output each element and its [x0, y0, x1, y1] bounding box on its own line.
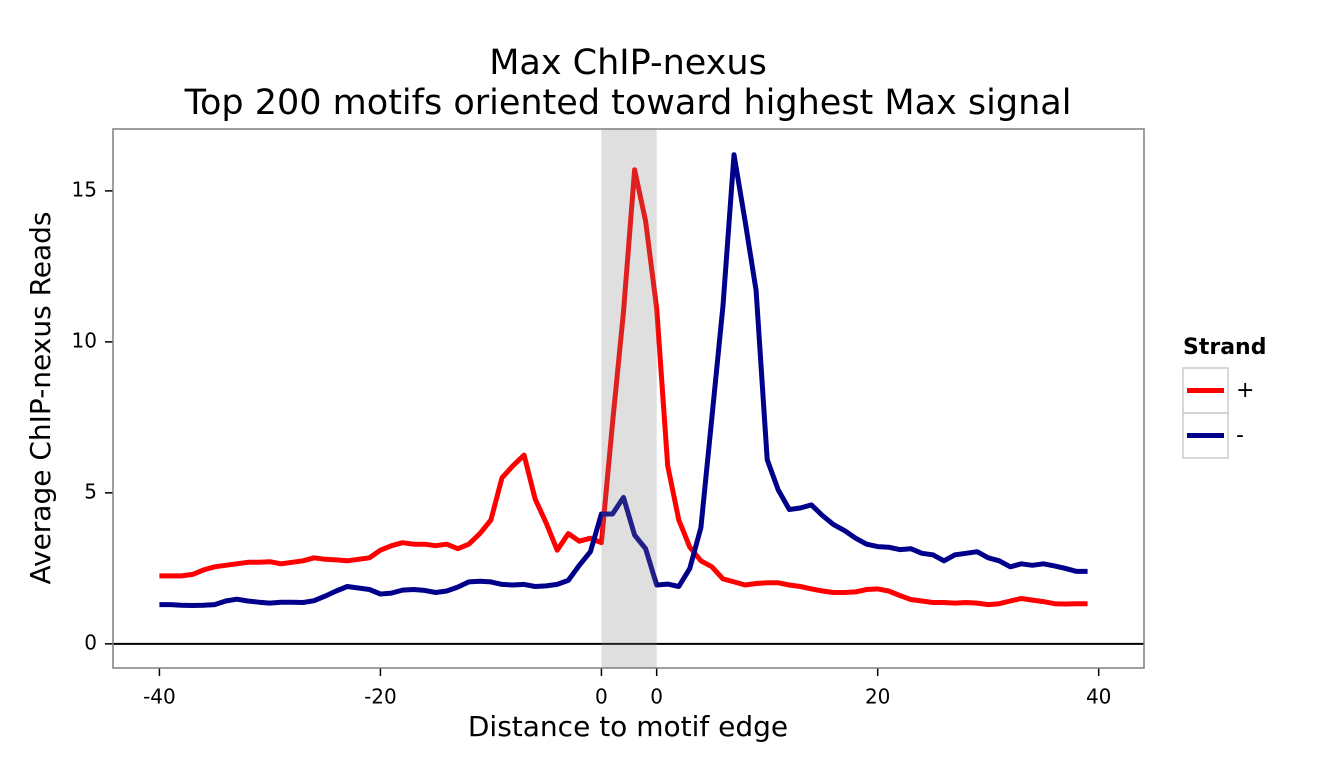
line-series: [159, 152, 1088, 608]
legend-label: -: [1236, 423, 1244, 448]
x-tick-label: -20: [364, 685, 397, 709]
x-tick-label: 0: [595, 685, 608, 709]
y-tick-label: 15: [72, 177, 97, 201]
x-tick-label: -40: [143, 685, 176, 709]
legend-label: +: [1236, 378, 1254, 403]
line-series: [159, 167, 1088, 608]
legend-title: Strand: [1183, 335, 1266, 360]
x-tick-label: 0: [650, 685, 663, 709]
chart-title: Max ChIP-nexus: [489, 43, 767, 83]
plot-border: [112, 128, 1145, 669]
x-tick-label: 20: [865, 685, 890, 709]
y-tick-label: 10: [72, 328, 97, 352]
y-tick-label: 0: [84, 630, 97, 654]
y-tick-label: 5: [84, 479, 97, 503]
y-axis-title: Average ChIP-nexus Reads: [24, 211, 57, 584]
motif-shade: [601, 129, 657, 668]
x-tick-label: 40: [1086, 685, 1111, 709]
x-axis-title: Distance to motif edge: [468, 710, 788, 743]
chart-subtitle: Top 200 motifs oriented toward highest M…: [184, 83, 1072, 123]
